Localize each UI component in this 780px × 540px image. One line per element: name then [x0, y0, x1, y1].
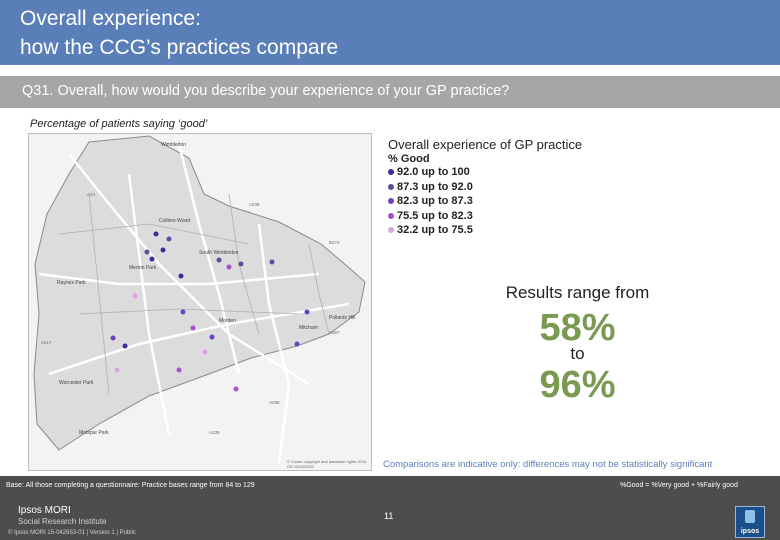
practice-marker[interactable]	[114, 367, 120, 373]
practice-marker[interactable]	[132, 293, 138, 299]
place-label: Mitcham	[299, 325, 318, 331]
road-label: A297	[329, 330, 340, 335]
place-label: Colliers Wood	[159, 218, 190, 224]
practice-marker[interactable]	[144, 249, 150, 255]
place-label: Worcester Park	[59, 380, 94, 386]
legend-label: 82.3 up to 87.3	[397, 195, 473, 208]
legend-title: Overall experience of GP practice	[388, 137, 583, 152]
practice-marker[interactable]	[304, 309, 310, 315]
practice-marker[interactable]	[178, 273, 184, 279]
legend-item: 82.3 up to 87.3	[388, 194, 582, 209]
place-label: Raynes Park	[57, 280, 86, 286]
road	[38, 272, 320, 286]
practice-marker[interactable]	[176, 367, 182, 373]
results-intro: Results range from	[505, 283, 650, 302]
road	[68, 153, 310, 386]
page-number: 11	[384, 511, 394, 521]
practice-marker[interactable]	[269, 259, 275, 265]
map-legend: Overall experience of GP practice % Good…	[388, 137, 582, 238]
practice-marker[interactable]	[122, 343, 128, 349]
road-label: A217	[41, 340, 52, 345]
comparisons-note: Comparisons are indicative only: differe…	[383, 459, 713, 470]
map-subtitle: Percentage of patients saying ‘good’	[30, 118, 208, 130]
question-text: Q31. Overall, how would you describe you…	[22, 83, 510, 99]
page-title: Overall experience: how the CCG’s practi…	[20, 7, 339, 59]
badge-label: ipsos	[740, 528, 760, 535]
footer-definition: %Good = %Very good + %Fairly good	[620, 482, 738, 489]
results-range: Results range from 58% to 96%	[480, 283, 675, 407]
place-label: Wimbledon	[161, 142, 186, 148]
road	[127, 173, 171, 435]
place-label: Motspur Park	[79, 430, 109, 436]
practice-marker[interactable]	[226, 264, 232, 270]
practice-map: Wimbledon Morden Mitcham Raynes Park Collier…	[28, 133, 372, 471]
road-label: A239	[209, 430, 220, 435]
footer-base: Base: All those completing a questionnai…	[6, 482, 255, 489]
minor-road	[88, 193, 110, 395]
place-label: Merton Park	[129, 265, 157, 271]
legend-dot	[388, 212, 394, 219]
title-bar: Overall experience: how the CCG’s practi…	[0, 0, 780, 65]
practice-marker[interactable]	[153, 231, 159, 237]
practice-marker[interactable]	[190, 325, 196, 331]
logo-subtitle: Social Research Institute	[18, 517, 107, 526]
road	[257, 223, 291, 465]
practice-marker[interactable]	[238, 261, 244, 267]
practice-marker[interactable]	[294, 341, 300, 347]
legend-label: 92.0 up to 100	[397, 166, 470, 179]
place-label: South Wimbledon	[199, 250, 239, 256]
ipsos-logo-icon: ipsos	[735, 506, 765, 538]
map-copyright: © Crown copyright and database rights 20…	[287, 459, 367, 469]
legend-item: 32.2 up to 75.5	[388, 223, 582, 238]
legend-label: 75.5 up to 82.3	[397, 209, 473, 222]
road-label: A236	[249, 202, 260, 207]
legend-dot	[388, 169, 394, 176]
road	[48, 302, 350, 376]
minor-road	[78, 308, 300, 315]
minor-road	[308, 243, 330, 335]
road-label: A298	[269, 400, 280, 405]
results-low: 58%	[539, 307, 616, 349]
legend-dot	[388, 183, 394, 190]
practice-marker[interactable]	[209, 334, 215, 340]
place-label: Pollards Hill	[329, 315, 355, 321]
road-label: A24	[87, 192, 96, 197]
practice-marker[interactable]	[110, 335, 116, 341]
practice-marker[interactable]	[216, 257, 222, 263]
practice-marker[interactable]	[149, 256, 155, 262]
legend-label: 87.3 up to 92.0	[397, 180, 473, 193]
footer-meta: © Ipsos MORI 15-042653-01 | Version 1 | …	[8, 530, 136, 536]
practice-marker[interactable]	[180, 309, 186, 315]
borough-area	[33, 135, 366, 451]
results-to: to	[570, 344, 585, 363]
badge-icon	[745, 510, 755, 523]
logo-title: Ipsos MORI	[18, 505, 71, 516]
practice-marker[interactable]	[202, 349, 208, 355]
minor-road	[58, 223, 250, 245]
practice-marker[interactable]	[160, 247, 166, 253]
legend-item: 87.3 up to 92.0	[388, 180, 582, 195]
map-canvas: Wimbledon Morden Mitcham Raynes Park Collier…	[33, 135, 366, 465]
question-bar: Q31. Overall, how would you describe you…	[0, 76, 780, 108]
legend-dot	[388, 198, 394, 205]
practice-marker[interactable]	[233, 386, 239, 392]
results-high: 96%	[539, 364, 616, 406]
place-label: Morden	[219, 318, 236, 324]
road	[177, 143, 241, 375]
legend-label: 32.2 up to 75.5	[397, 224, 473, 237]
road-label: B272	[329, 240, 340, 245]
legend-dot	[388, 227, 394, 234]
legend-subtitle: % Good	[388, 153, 430, 165]
legend-item: 92.0 up to 100	[388, 165, 582, 180]
footer-bar: Base: All those completing a questionnai…	[0, 476, 780, 500]
bottom-band: Ipsos MORI Social Research Institute © I…	[0, 500, 780, 540]
legend-item: 75.5 up to 82.3	[388, 209, 582, 224]
practice-marker[interactable]	[166, 236, 172, 242]
